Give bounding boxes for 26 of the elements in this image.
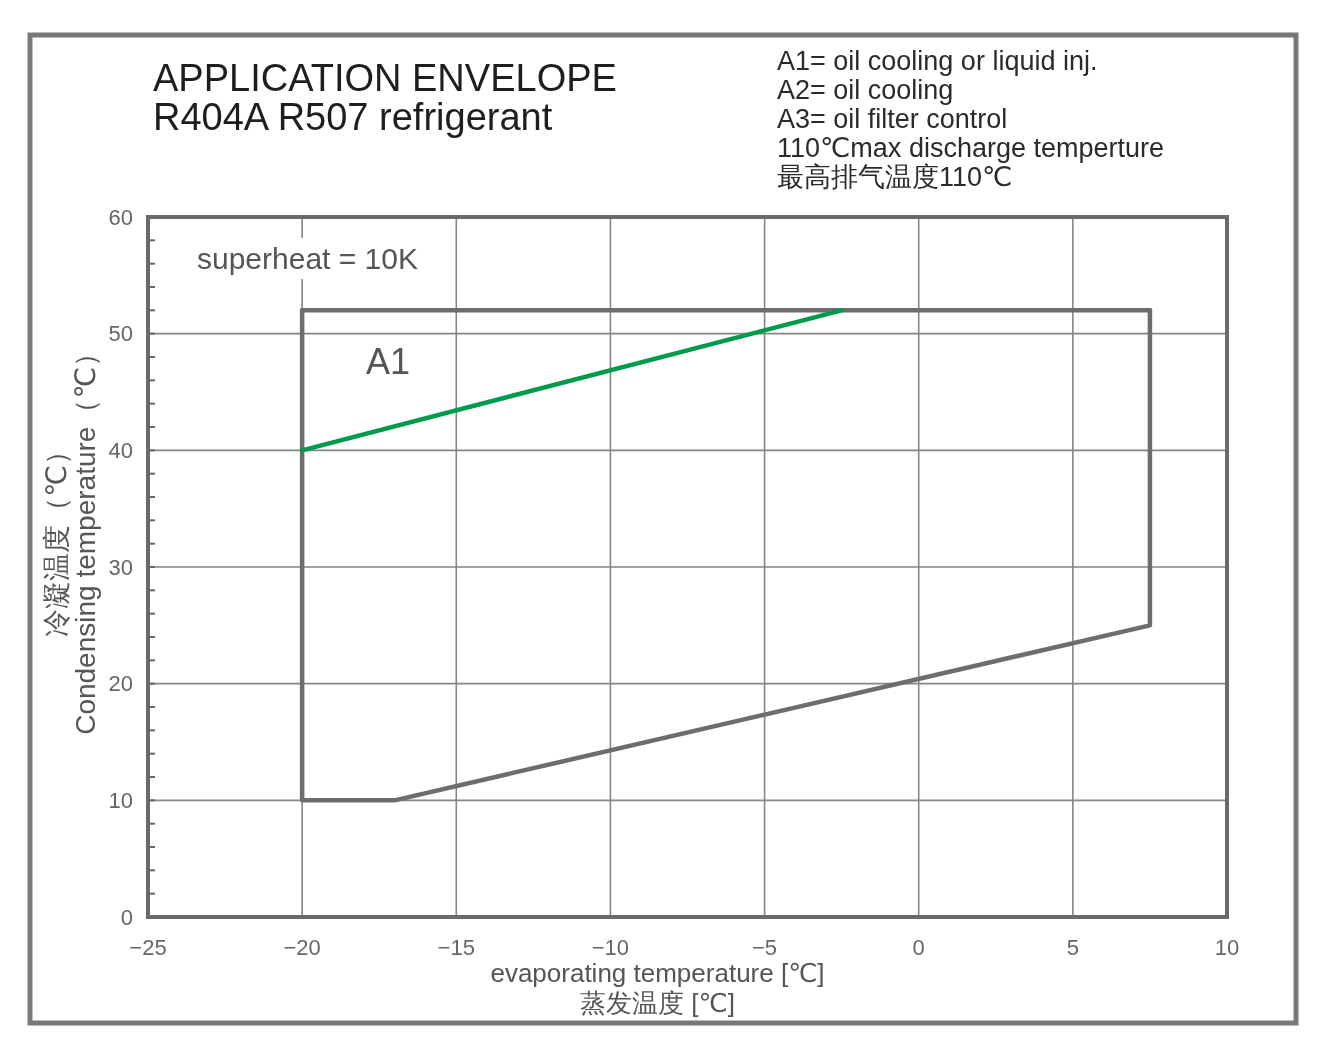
y-tick-label: 60 bbox=[108, 204, 133, 230]
y-tick-label: 20 bbox=[108, 671, 133, 697]
y-tick-label: 40 bbox=[108, 437, 133, 463]
x-tick-label: −25 bbox=[129, 935, 167, 960]
x-tick-label: −20 bbox=[283, 935, 321, 960]
x-tick-label: 5 bbox=[1066, 935, 1079, 960]
y-tick-label: 10 bbox=[108, 787, 133, 813]
annotation: A1 bbox=[365, 340, 411, 382]
x-tick-label: −15 bbox=[437, 935, 475, 960]
y-tick-label: 50 bbox=[108, 321, 133, 347]
text: A2= oil cooling bbox=[777, 75, 954, 105]
x-tick-label: −10 bbox=[591, 935, 630, 960]
text: A1= oil cooling or liquid inj. bbox=[777, 46, 1098, 76]
text: 最高排气温度110℃ bbox=[777, 162, 1013, 192]
chart-title: APPLICATION ENVELOPE bbox=[153, 57, 617, 99]
y-tick-label: 30 bbox=[108, 554, 133, 580]
x-axis-title: evaporating temperature [℃] 蒸发温度 [℃] bbox=[490, 958, 825, 1018]
text: A3= oil filter control bbox=[777, 104, 1008, 134]
y-tick-label: 0 bbox=[120, 904, 133, 930]
chart-subtitle: R404A R507 refrigerant bbox=[153, 96, 553, 138]
annotation: superheat = 10K bbox=[197, 242, 419, 275]
x-tick-label: 0 bbox=[912, 935, 925, 960]
y-axis-title: 冷凝温度（℃） Condensing temperature（℃） bbox=[41, 339, 101, 735]
x-tick-label: 10 bbox=[1214, 935, 1240, 960]
x-tick-label: −5 bbox=[752, 935, 778, 960]
text: 110℃max discharge temperture bbox=[777, 133, 1165, 163]
